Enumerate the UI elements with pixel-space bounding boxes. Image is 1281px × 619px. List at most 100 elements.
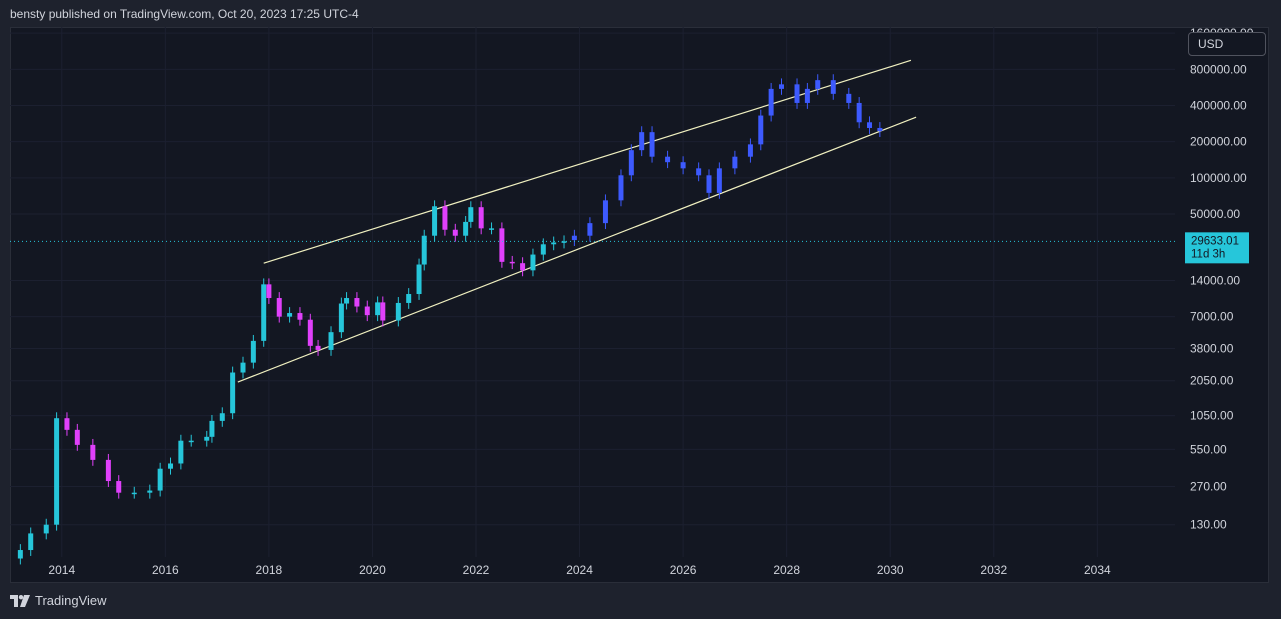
candle [421,235,427,265]
candle [561,241,567,243]
candle [28,533,34,551]
footer-brand-label: TradingView [35,593,107,608]
publish-caption: bensty published on TradingView.com, Oct… [10,7,359,21]
y-axis[interactable]: 1600000.00800000.00400000.00200000.00100… [1190,27,1254,532]
projection-candle [815,80,821,89]
projection-candle [758,115,764,145]
candle [468,207,474,222]
y-tick-label: 14000.00 [1190,273,1240,287]
candle [338,303,344,333]
candle [395,302,401,321]
projection-candle [696,168,702,176]
projection-candle [732,156,738,169]
projection-candle [768,88,774,116]
candle [540,244,546,255]
candle [43,524,49,534]
candle [219,413,225,421]
y-tick-label: 400000.00 [1190,99,1247,113]
y-tick-label: 2050.00 [1190,374,1234,388]
current-price-label: 29633.01 [1191,235,1239,247]
x-tick-label: 2034 [1084,563,1111,577]
projection-candle [778,84,784,89]
chart-pane[interactable] [10,27,1269,583]
candle [416,264,422,295]
candle [240,362,246,373]
channel-line [237,116,917,383]
candle [478,207,484,229]
candle [442,206,448,230]
candle [261,284,267,341]
y-tick-label: 550.00 [1190,442,1227,456]
candle [250,340,256,363]
candle [364,306,370,316]
projection-candle [794,84,800,103]
x-tick-label: 2018 [256,563,283,577]
projection-candle [571,235,577,241]
candle [489,228,495,230]
x-tick-label: 2026 [670,563,697,577]
candle [230,372,236,414]
projection-candle [587,223,593,236]
projection-candle [649,132,655,157]
projection-candle [877,127,883,132]
candle [315,345,321,350]
x-axis[interactable]: 2014 2016 2018 2020 2022 2024 2026 2028 2030 2032… [48,563,1111,577]
candle [375,302,381,316]
x-tick-label: 2032 [980,563,1007,577]
candle [116,481,122,493]
y-tick-label: 130.00 [1190,518,1227,532]
candle [499,228,505,262]
channel-layer [237,59,917,383]
x-tick-label: 2024 [566,563,593,577]
y-tick-label: 200000.00 [1190,135,1247,149]
candle [463,221,469,236]
candle [17,550,23,559]
candle [328,332,334,350]
x-tick-label: 2030 [877,563,904,577]
footer-brand[interactable]: TradingView [10,593,107,608]
current-price-badge [1185,232,1249,264]
currency-select-button[interactable]: USD [1188,32,1266,56]
projection-candle [680,162,686,169]
candle [509,261,515,264]
candle [64,418,70,430]
y-tick-label: 270.00 [1190,480,1227,494]
y-tick-label: 800000.00 [1190,62,1247,76]
candle [452,229,458,236]
projection-candle [747,144,753,157]
y-tick-label: 100000.00 [1190,171,1247,185]
x-tick-label: 2020 [359,563,386,577]
candle [432,206,438,236]
projection-candle [846,93,852,103]
projection-candle [628,150,634,176]
projection-candle [830,80,836,94]
candle [157,468,163,491]
current-price-countdown: 11d 3h [1191,248,1225,260]
channel-line [263,59,912,264]
projection-candle [706,175,712,193]
candle [131,492,137,495]
y-tick-label: 50000.00 [1190,207,1240,221]
candle [276,298,282,317]
candle-layer [17,74,883,565]
x-tick-label: 2016 [152,563,179,577]
candle [168,463,174,469]
candle [287,313,293,317]
candle [530,254,536,271]
candle [178,440,184,464]
candle [74,429,80,445]
projection-candle [602,200,608,224]
candle [354,298,360,307]
candle [266,284,272,299]
candle [147,490,153,493]
y-tick-label: 3800.00 [1190,342,1234,356]
candle [188,440,194,443]
projection-candle [867,122,873,128]
candle [520,263,526,271]
candle [209,420,215,437]
candle [380,302,386,321]
projection-candle [804,88,810,103]
candle [406,294,412,303]
